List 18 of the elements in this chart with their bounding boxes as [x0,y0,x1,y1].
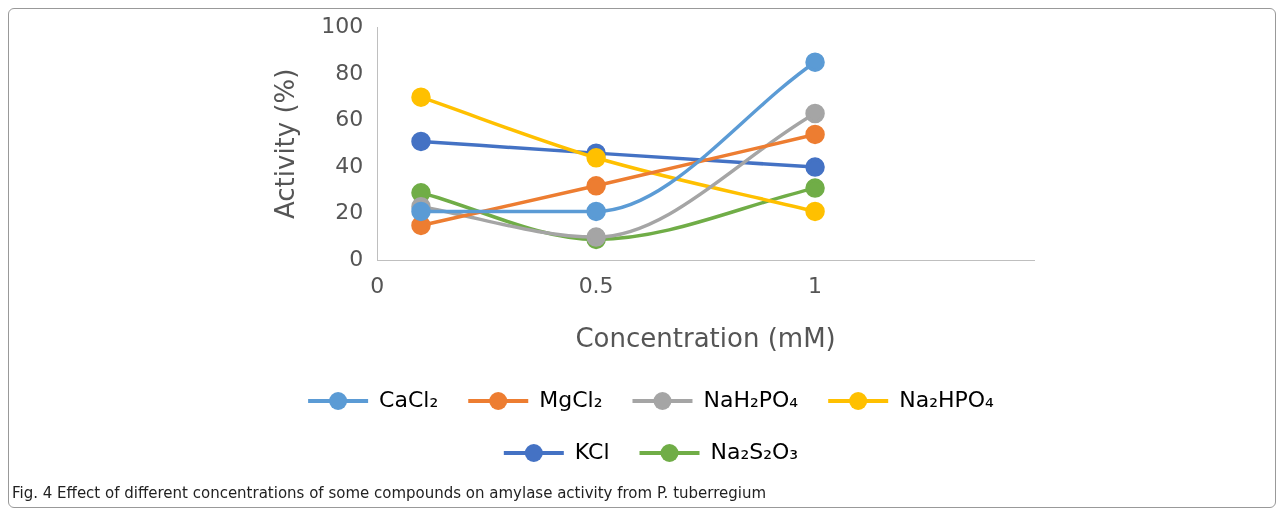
legend-label: NaH₂PO₄ [703,386,799,412]
legend-label: KCl [574,438,610,464]
x-tick-label: 0 [370,273,385,299]
y-axis-title: Activity (%) [270,68,301,220]
y-tick-label: 60 [335,106,364,132]
y-tick-label: 40 [335,152,364,178]
legend-label: MgCl₂ [539,386,603,412]
y-tick-label: 0 [349,246,364,272]
y-tick-label: 20 [335,199,364,225]
legend-label: CaCl₂ [379,386,439,412]
x-tick-label: 0.5 [578,273,614,299]
legend-label: Na₂HPO₄ [899,386,995,412]
y-tick-label: 80 [335,59,364,85]
y-tick-label: 100 [321,12,364,38]
legend-label: Na₂S₂O₃ [710,438,799,464]
caption: Fig. 4 Effect of different concentrations of some compounds on amylase activity from P. tuberregium [12,484,767,502]
x-axis-title: Concentration (mM) [575,323,836,354]
x-tick-label: 1 [808,273,823,299]
